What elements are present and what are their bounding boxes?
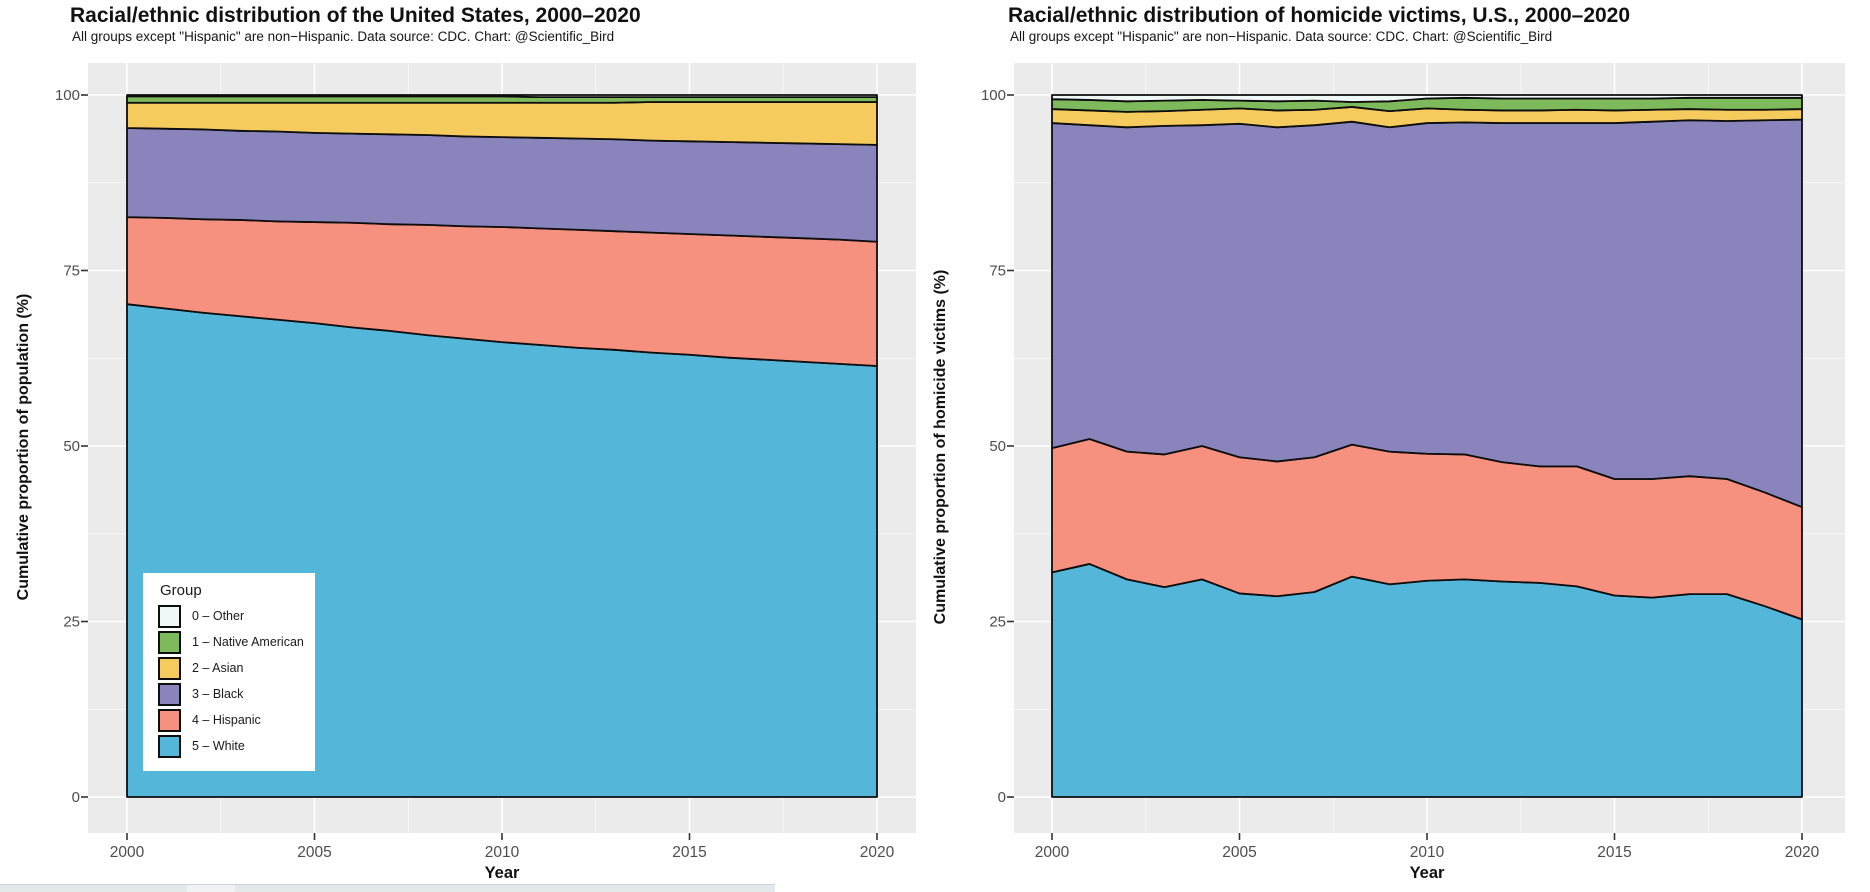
legend-item-label: 2 – Asian [192, 661, 244, 675]
x-tick-label: 2015 [672, 844, 706, 861]
right-chart-title: Racial/ethnic distribution of homicide v… [1008, 4, 1631, 27]
x-axis-label: Year [485, 864, 520, 882]
legend-item-label: 0 – Other [192, 609, 245, 623]
left-chart-title: Racial/ethnic distribution of the United… [70, 4, 641, 27]
area-band-5-white [1051, 563, 1803, 798]
legend-item-label: 5 – White [192, 739, 245, 753]
y-tick-label: 100 [981, 87, 1006, 104]
y-tick-label: 100 [55, 87, 80, 104]
window-edge-strip-highlight [187, 885, 235, 892]
legend-item: 0 – Other [143, 603, 315, 629]
x-tick-label: 2005 [1222, 844, 1256, 861]
legend-items: 0 – Other 1 – Native American 2 – Asian 3 –… [143, 603, 315, 759]
legend-swatch [158, 682, 181, 706]
legend-swatch [158, 604, 181, 628]
left-y-axis-label: Cumulative proportion of population (%) [15, 293, 32, 601]
legend-swatch [158, 630, 181, 654]
window-edge-strip [0, 884, 775, 892]
y-tick-label: 0 [72, 789, 80, 806]
x-tick-label: 2005 [297, 844, 331, 861]
legend-swatch [158, 708, 181, 732]
legend-item-label: 4 – Hispanic [192, 713, 261, 727]
legend-item-label: 3 – Black [192, 687, 244, 701]
legend-item: 4 – Hispanic [143, 707, 315, 733]
x-tick-label: 2020 [860, 844, 895, 861]
y-tick-label: 25 [989, 614, 1006, 631]
area-band-0-other [1051, 94, 1803, 103]
legend-item: 1 – Native American [143, 629, 315, 655]
legend-item: 2 – Asian [143, 655, 315, 681]
right-chart-subtitle: All groups except "Hispanic" are non−His… [1010, 29, 1553, 44]
legend-box: Group 0 – Other 1 – Native American 2 – As… [143, 573, 315, 771]
area-band-3-black [1051, 118, 1803, 508]
x-tick-label: 2000 [110, 844, 145, 861]
legend-item-label: 1 – Native American [192, 635, 304, 649]
legend-item: 5 – White [143, 733, 315, 759]
y-tick-label: 75 [63, 263, 80, 280]
x-axis-label: Year [1410, 864, 1445, 882]
y-tick-label: 50 [63, 438, 80, 455]
x-tick-label: 2000 [1035, 844, 1070, 861]
y-tick-label: 25 [63, 614, 80, 631]
y-tick-label: 75 [989, 263, 1006, 280]
y-tick-label: 0 [998, 789, 1006, 806]
legend-title: Group [160, 582, 202, 599]
x-tick-label: 2010 [485, 844, 520, 861]
legend-swatch [158, 734, 181, 758]
legend-item: 3 – Black [143, 681, 315, 707]
x-tick-label: 2015 [1597, 844, 1631, 861]
legend-swatch [158, 656, 181, 680]
left-chart-subtitle: All groups except "Hispanic" are non−His… [72, 29, 615, 44]
x-tick-label: 2010 [1410, 844, 1445, 861]
area-band-0-other [126, 94, 878, 99]
right-y-axis-label: Cumulative proportion of homicide victim… [932, 269, 949, 625]
x-tick-label: 2020 [1785, 844, 1820, 861]
y-tick-label: 50 [989, 438, 1006, 455]
